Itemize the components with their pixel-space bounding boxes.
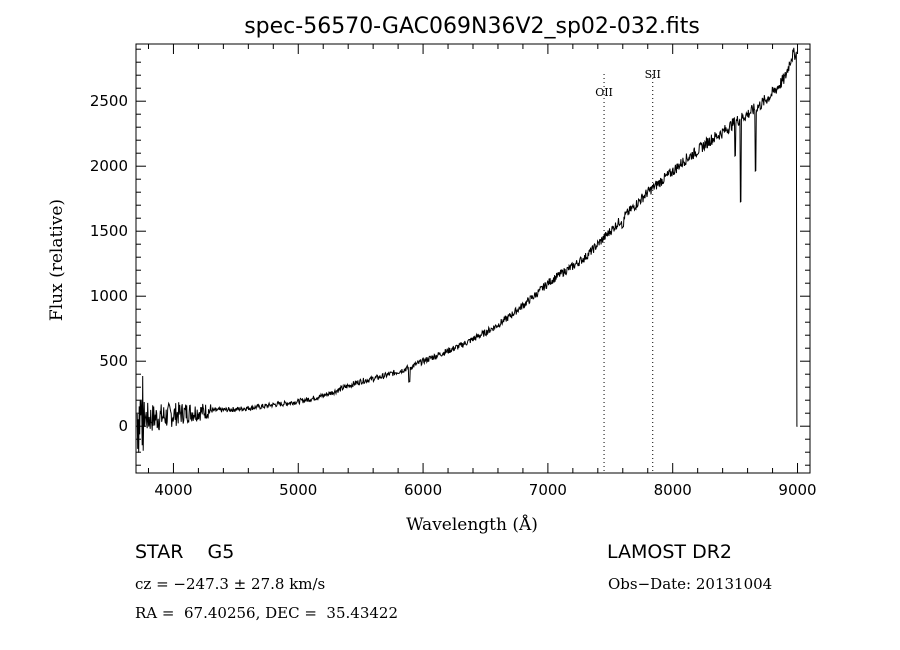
line-marker-label: SII xyxy=(645,68,661,81)
y-tick-label: 1500 xyxy=(90,222,128,240)
x-tick-label: 5000 xyxy=(279,481,317,499)
plot-area: 4000 5000 6000 7000 8000 9000 0 500 1000 1500 2000… xyxy=(90,43,817,499)
x-tick-label: 6000 xyxy=(404,481,442,499)
coordinates-label: RA = 67.40256, DEC = 35.43422 xyxy=(135,604,399,622)
class-label: STAR G5 xyxy=(135,541,235,563)
y-tick-label: 500 xyxy=(99,352,128,370)
line-marker-label: OII xyxy=(595,86,613,99)
y-axis-label: Flux (relative) xyxy=(47,199,67,321)
x-axis-label: Wavelength (Å) xyxy=(406,514,538,535)
x-tick-label: 8000 xyxy=(654,481,692,499)
x-tick-label: 4000 xyxy=(154,481,192,499)
chart-title: spec-56570-GAC069N36V2_sp02-032.fits xyxy=(244,14,700,39)
y-tick-label: 0 xyxy=(118,417,128,435)
redshift-label: cz = −247.3 ± 27.8 km/s xyxy=(135,575,326,593)
y-tick-label: 2500 xyxy=(90,92,128,110)
spectrum-line xyxy=(136,47,798,453)
y-tick-label: 2000 xyxy=(90,157,128,175)
x-tick-label: 9000 xyxy=(778,481,816,499)
x-tick-label: 7000 xyxy=(529,481,567,499)
obs-date-label: Obs−Date: 20131004 xyxy=(608,575,773,593)
survey-label: LAMOST DR2 xyxy=(607,541,732,563)
y-tick-label: 1000 xyxy=(90,287,128,305)
